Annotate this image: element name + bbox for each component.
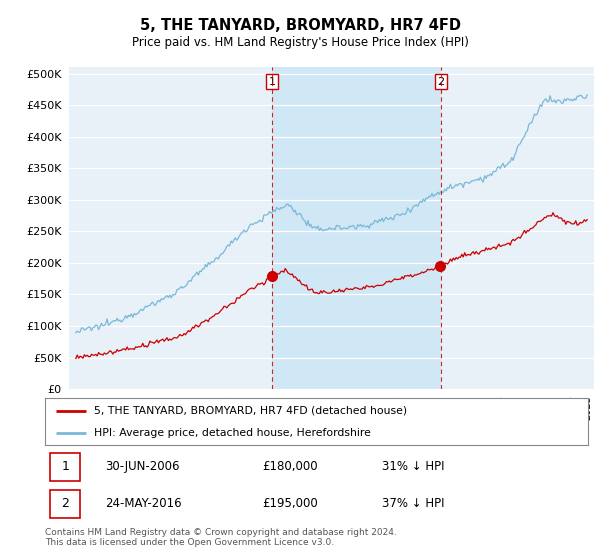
Text: 1: 1 [61,460,70,473]
FancyBboxPatch shape [50,453,80,480]
Text: Contains HM Land Registry data © Crown copyright and database right 2024.
This d: Contains HM Land Registry data © Crown c… [45,528,397,547]
Text: 24-MAY-2016: 24-MAY-2016 [105,497,181,510]
Text: 2: 2 [437,77,445,87]
Bar [272,67,441,389]
FancyBboxPatch shape [50,491,80,517]
Text: 1: 1 [268,77,275,87]
Text: Price paid vs. HM Land Registry's House Price Index (HPI): Price paid vs. HM Land Registry's House … [131,36,469,49]
Text: £195,000: £195,000 [262,497,318,510]
Text: 5, THE TANYARD, BROMYARD, HR7 4FD (detached house): 5, THE TANYARD, BROMYARD, HR7 4FD (detac… [94,406,407,416]
Text: 2: 2 [61,497,70,510]
Text: 30-JUN-2006: 30-JUN-2006 [105,460,179,473]
Text: HPI: Average price, detached house, Herefordshire: HPI: Average price, detached house, Here… [94,428,371,438]
Text: 5, THE TANYARD, BROMYARD, HR7 4FD: 5, THE TANYARD, BROMYARD, HR7 4FD [139,18,461,33]
Text: 37% ↓ HPI: 37% ↓ HPI [382,497,444,510]
Text: £180,000: £180,000 [262,460,318,473]
Text: 31% ↓ HPI: 31% ↓ HPI [382,460,444,473]
